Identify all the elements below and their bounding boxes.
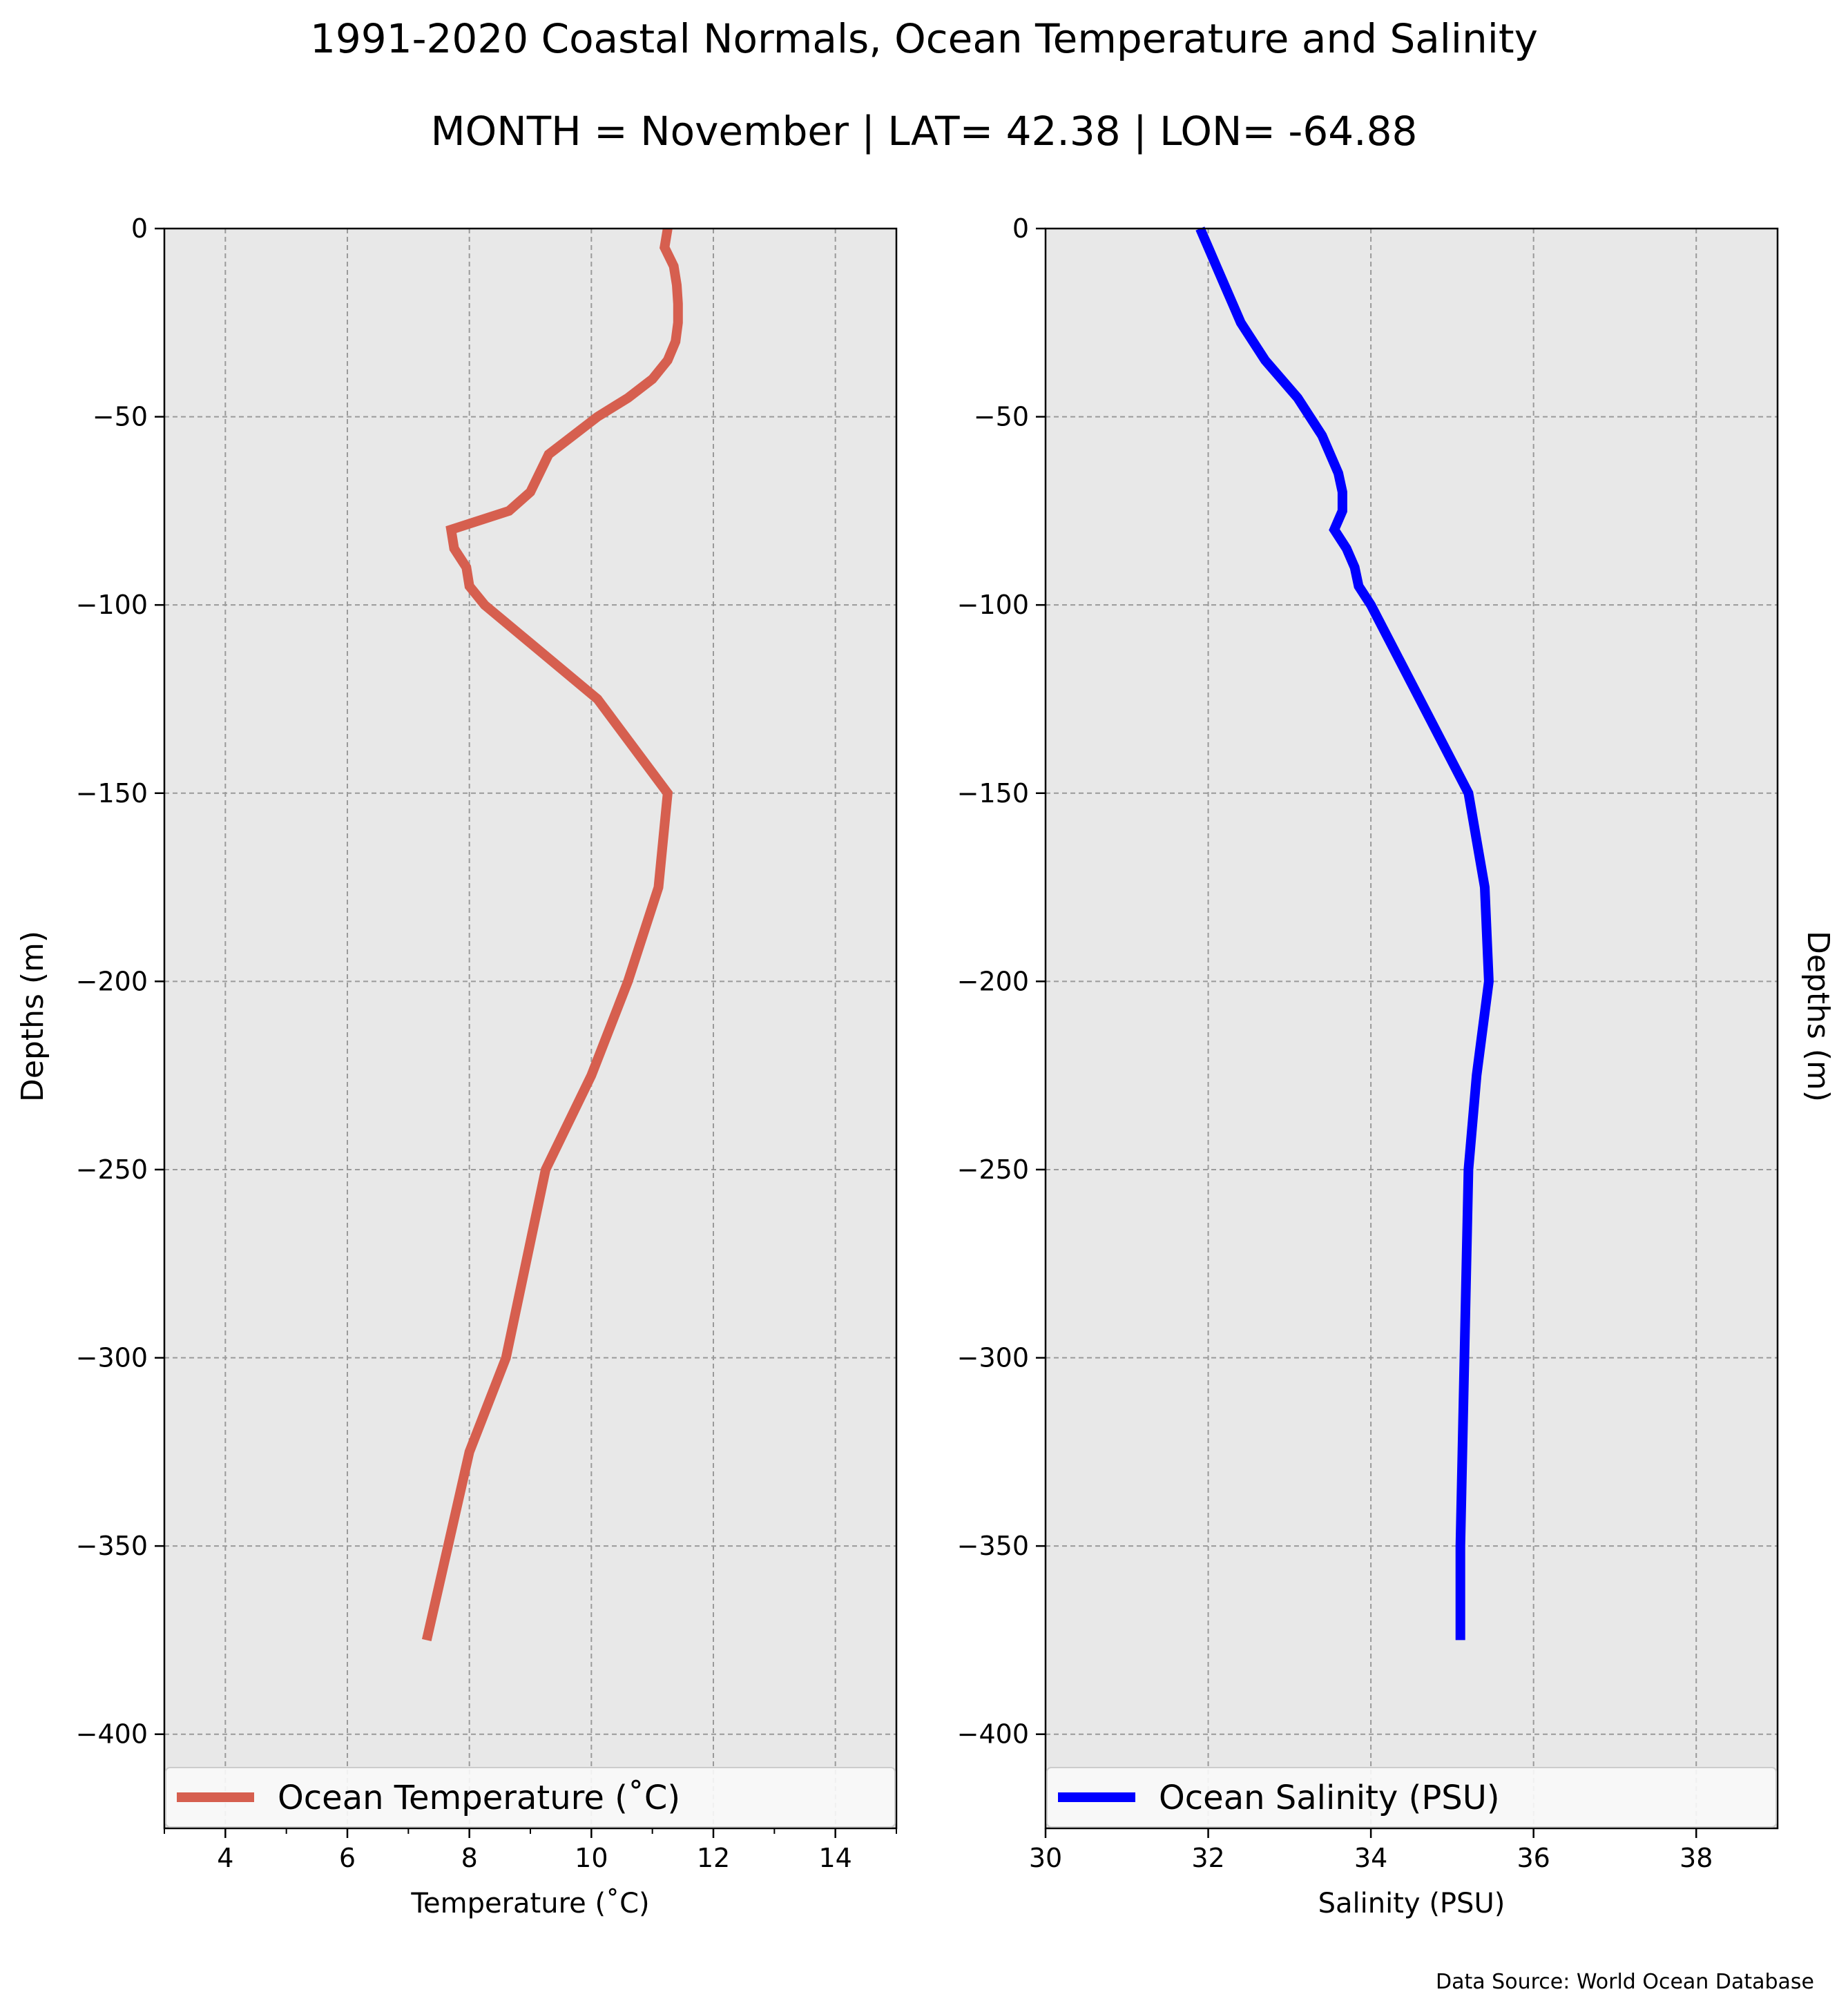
salinity-x-tick-label: 32 [1191,1843,1224,1873]
temperature-series-line [421,227,683,1641]
temperature-y-tick-label: −300 [76,1343,148,1373]
salinity-y-tick-label: −100 [957,590,1029,620]
temperature-y-tick-label: −200 [76,966,148,996]
salinity-plot-area [1046,229,1778,1828]
salinity-y-tick-label: −250 [957,1154,1029,1185]
salinity-legend-label: Ocean Salinity (PSU) [1159,1779,1500,1817]
salinity-legend: Ocean Salinity (PSU) [1046,1767,1777,1828]
salinity-x-tick-label: 34 [1354,1843,1387,1873]
figure-subtitle: MONTH = November | LAT= 42.38 | LON= -64… [431,108,1418,155]
salinity-x-tick-label: 36 [1517,1843,1550,1873]
salinity-panel: Depths (m) Salinity (PSU) 30 32 34 36 38 0 −50… [957,213,1836,1919]
salinity-y-tick-label: −400 [957,1719,1029,1750]
salinity-y-tick-label: −300 [957,1343,1029,1373]
salinity-y-tick-label: −200 [957,966,1029,996]
salinity-axes-frame [1044,227,1779,1830]
temperature-x-tick-label: 10 [575,1843,608,1873]
temperature-y-tick-label: −150 [76,778,148,809]
temperature-y-tick-label: −50 [93,402,148,432]
salinity-y-axis-label: Depths (m) [1800,931,1836,1102]
temperature-y-tick-label: −250 [76,1154,148,1185]
temperature-x-tick-label: 8 [461,1843,478,1873]
figure-title: 1991-2020 Coastal Normals, Ocean Tempera… [310,15,1538,62]
salinity-x-axis-label: Salinity (PSU) [1318,1888,1505,1919]
temperature-x-tick-label: 14 [818,1843,851,1873]
temperature-y-tick-label: −350 [76,1531,148,1561]
salinity-x-tick-label: 38 [1679,1843,1713,1873]
temperature-y-tick-label: −400 [76,1719,148,1750]
salinity-y-tick-label: −150 [957,778,1029,809]
salinity-series-line [1195,226,1494,1641]
temperature-y-axis-label: Depths (m) [15,931,50,1102]
temperature-legend-box [165,1767,896,1828]
data-source-note: Data Source: World Ocean Database [1436,1970,1814,1994]
temperature-panel: Depths (m) Temperature (˚C) 4 6 8 10 12 14 0 −5… [15,213,898,1919]
salinity-x-tick-label: 30 [1029,1843,1062,1873]
temperature-x-tick-label: 4 [217,1843,233,1873]
temperature-y-tick-label: −100 [76,590,148,620]
temperature-x-axis-label: Temperature (˚C) [410,1888,649,1919]
salinity-y-tick-label: −50 [974,402,1029,432]
temperature-x-tick-label: 6 [339,1843,356,1873]
temperature-y-tick-label: 0 [131,213,148,244]
salinity-y-tick-label: −350 [957,1531,1029,1561]
salinity-y-tick-label: 0 [1012,213,1029,244]
salinity-legend-box [1046,1767,1777,1828]
temperature-legend: Ocean Temperature (˚C) [165,1767,896,1828]
temperature-plot-area [164,229,896,1828]
temperature-legend-label: Ocean Temperature (˚C) [278,1779,680,1817]
temperature-x-tick-label: 12 [697,1843,730,1873]
